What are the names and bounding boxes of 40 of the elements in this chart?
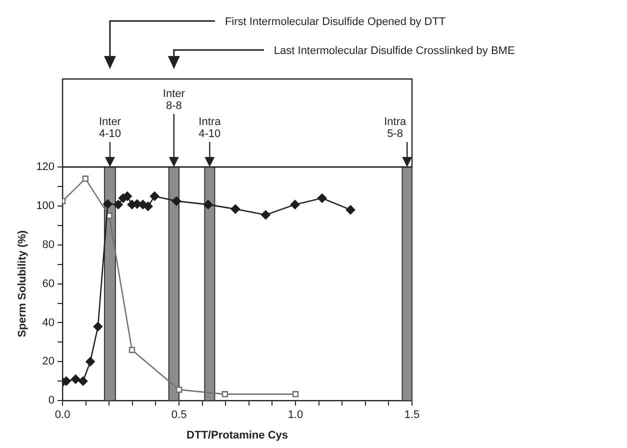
point <box>114 200 123 210</box>
y-tick-label: 80 <box>42 238 55 251</box>
point <box>292 391 299 398</box>
x-tick-label: 1.5 <box>404 409 420 422</box>
point <box>222 391 228 398</box>
point <box>290 200 300 210</box>
point <box>86 357 95 366</box>
y-tick-label: 100 <box>36 200 55 212</box>
point <box>261 210 270 220</box>
point <box>93 322 103 332</box>
point <box>172 196 182 206</box>
band-label: Intra 5-8 <box>384 116 407 140</box>
band-label: Intra 4-10 <box>198 116 222 140</box>
point <box>346 205 356 214</box>
y-tick-label: 40 <box>42 316 55 329</box>
point <box>62 376 71 386</box>
point <box>128 346 136 354</box>
y-tick-label: 20 <box>42 356 55 368</box>
point <box>317 193 327 203</box>
x-tick-label: 1.0 <box>288 409 304 422</box>
x-tick-label: 0.5 <box>171 409 187 422</box>
y-tick-label: 60 <box>42 278 55 290</box>
point <box>204 200 213 210</box>
point <box>103 199 112 209</box>
y-axis-title: Sperm Solubility (%) <box>16 230 29 338</box>
point <box>230 204 240 214</box>
y-tick-label: 0 <box>48 394 55 407</box>
point <box>78 376 88 386</box>
y-tick-label: 120 <box>36 161 55 174</box>
point <box>143 202 153 211</box>
point <box>150 192 160 201</box>
point <box>70 374 80 384</box>
x-tick-label: 0.0 <box>54 409 70 422</box>
point <box>176 386 182 393</box>
band-label: Inter 4-10 <box>98 116 122 140</box>
point <box>82 176 89 182</box>
text: Last Intermolecular Disulfide Crosslinked by BME <box>274 45 515 57</box>
x-axis-title: DTT/Protamine Cys <box>186 429 288 442</box>
text: First Intermolecular Disulfide Opened by DTT <box>224 16 446 28</box>
band-label: Inter 8-8 <box>162 88 186 112</box>
